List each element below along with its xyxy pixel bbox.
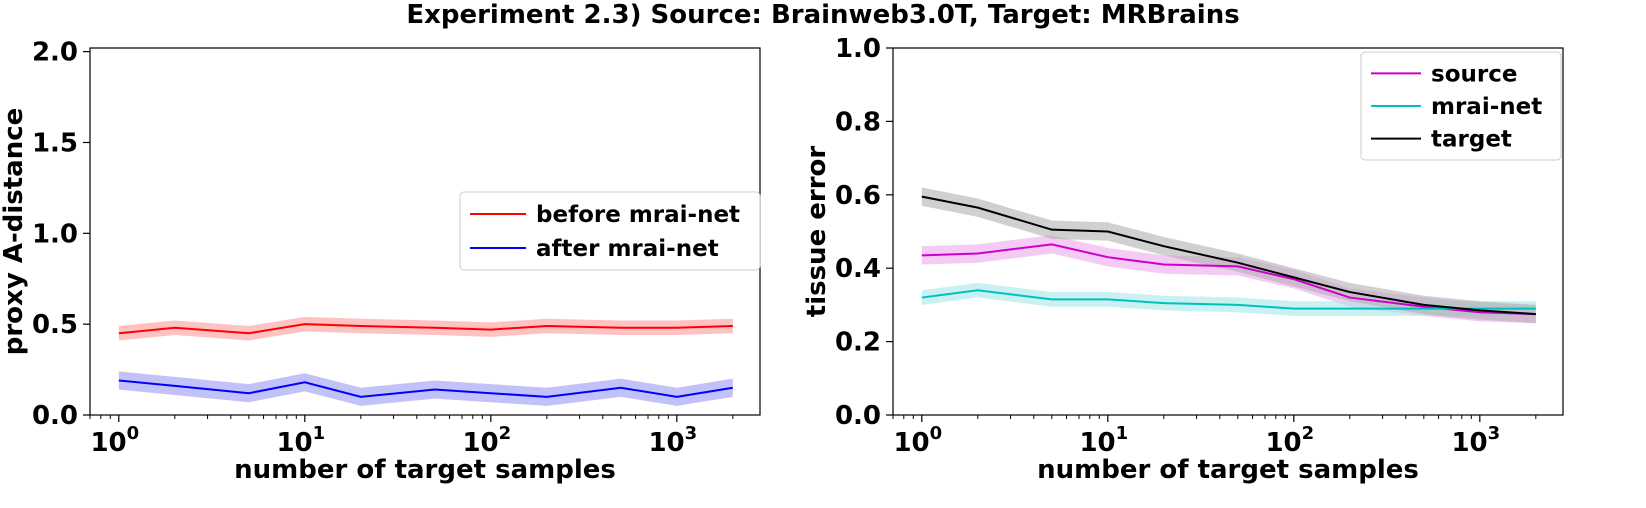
legend-label-3: target — [1431, 127, 1512, 153]
legend-label-2: mrai-net — [1431, 94, 1542, 120]
y-tick-label: 0.4 — [835, 254, 881, 284]
y-tick-label: 0.8 — [835, 107, 881, 137]
legend-label-2: after mrai-net — [536, 236, 719, 262]
x-tick-label: 103 — [648, 423, 697, 458]
legend-box — [459, 191, 761, 271]
legend-label-1: source — [1431, 61, 1517, 87]
y-tick-label: 0.2 — [835, 328, 881, 358]
x-tick-label: 100 — [893, 423, 942, 458]
series-band-2 — [118, 371, 733, 406]
chart-panel-2: 0.0 0.2 0.4 0.6 0.8 1.0 100 101 102 103 number of … — [802, 34, 1564, 485]
y-tick-label: 0.0 — [835, 401, 881, 431]
y-tick-label: 1.0 — [835, 34, 881, 64]
x-tick-label: 100 — [90, 423, 139, 458]
y-tick-label: 1.5 — [32, 128, 78, 158]
y-axis-label: tissue error — [802, 146, 832, 318]
y-tick-label: 0.6 — [835, 181, 881, 211]
legend-box — [1360, 51, 1562, 161]
y-tick-label: 0.0 — [32, 401, 78, 431]
x-tick-label: 101 — [276, 423, 325, 458]
chart-panel-1: 0.0 0.5 1.0 1.5 2.0 100 101 102 103 number of tar… — [0, 38, 761, 485]
y-axis-label: proxy A-distance — [0, 108, 29, 356]
y-tick-label: 2.0 — [32, 38, 78, 68]
legend-label-1: before mrai-net — [536, 202, 740, 228]
series-band-3 — [921, 187, 1536, 324]
legend: source mrai-net target — [1360, 51, 1562, 161]
x-tick-label: 102 — [462, 423, 511, 458]
y-tick-label: 0.5 — [32, 310, 78, 340]
x-tick-label: 102 — [1265, 423, 1314, 458]
figure-title: Experiment 2.3) Source: Brainweb3.0T, Ta… — [406, 0, 1240, 30]
x-tick-label: 103 — [1451, 423, 1500, 458]
x-tick-label: 101 — [1079, 423, 1128, 458]
series-band-1 — [118, 316, 733, 341]
x-axis-label: number of target samples — [234, 455, 616, 485]
y-tick-label: 1.0 — [32, 219, 78, 249]
x-axis-label: number of target samples — [1037, 455, 1419, 485]
legend: before mrai-net after mrai-net — [459, 191, 761, 271]
plot-frame — [892, 47, 1564, 416]
